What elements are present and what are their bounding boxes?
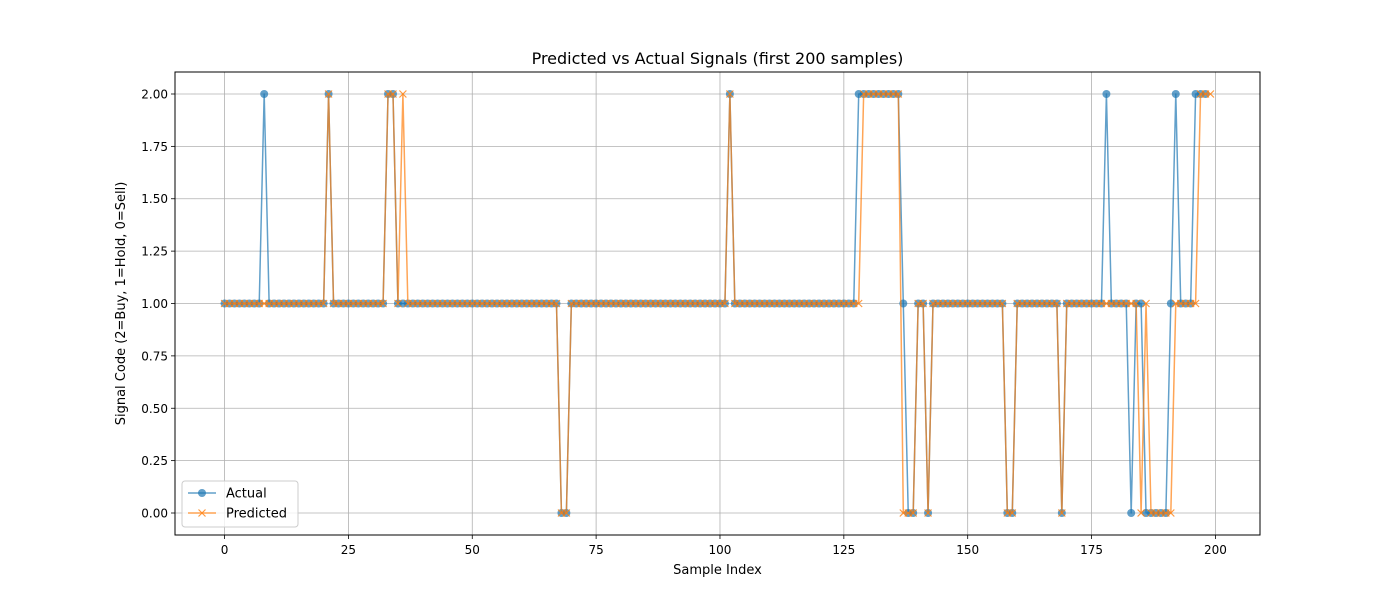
- data-point-predicted: [725, 90, 734, 98]
- x-tick-label: 100: [709, 543, 732, 557]
- series-layer: [220, 89, 1215, 518]
- data-point-predicted: [1008, 509, 1017, 517]
- legend-entry-predicted: Predicted: [188, 507, 287, 522]
- y-tick-label: 0.25: [141, 454, 168, 468]
- data-point-predicted: [1057, 509, 1066, 517]
- data-point-predicted: [909, 509, 918, 517]
- y-tick-label: 1.50: [141, 192, 168, 206]
- axis-ticks: 0 25 50 75 100 125 150 175 200 0.00 0.25 0.50 0.75 1.…: [141, 87, 1227, 557]
- data-point-predicted: [854, 299, 863, 308]
- data-point-predicted: [1191, 299, 1200, 308]
- data-point-predicted: [324, 90, 333, 98]
- legend-predicted-marker: [198, 509, 206, 517]
- data-point-actual: [1127, 509, 1136, 518]
- data-point-predicted: [924, 509, 932, 517]
- data-point-actual: [1102, 89, 1111, 98]
- data-point-predicted: [562, 509, 571, 517]
- data-point-predicted: [721, 299, 729, 308]
- data-point-actual: [1137, 299, 1146, 308]
- x-tick-label: 50: [465, 543, 480, 557]
- x-tick-label: 150: [956, 543, 979, 557]
- data-point-actual: [260, 89, 269, 98]
- x-axis-label: Sample Index: [673, 563, 762, 578]
- data-point-predicted: [998, 299, 1007, 308]
- x-tick-label: 200: [1204, 543, 1227, 557]
- y-tick-label: 1.75: [141, 140, 168, 154]
- legend-predicted-label: Predicted: [226, 507, 287, 522]
- data-point-predicted: [894, 90, 903, 98]
- y-tick-label: 1.25: [141, 245, 168, 259]
- y-tick-label: 2.00: [141, 87, 168, 101]
- y-tick-label: 0.50: [141, 402, 168, 416]
- legend-entry-actual: Actual: [188, 487, 267, 502]
- data-point-predicted: [1052, 299, 1061, 308]
- data-point-predicted: [379, 299, 388, 308]
- data-point-predicted: [1137, 509, 1146, 517]
- data-point-actual: [1171, 89, 1180, 98]
- y-axis-label: Signal Code (2=Buy, 1=Hold, 0=Sell): [114, 182, 129, 426]
- chart-title: Predicted vs Actual Signals (first 200 s…: [532, 49, 904, 68]
- data-point-predicted: [394, 299, 402, 308]
- y-tick-label: 0.00: [141, 507, 168, 521]
- legend-actual-marker: [198, 489, 206, 497]
- data-point-predicted: [1142, 299, 1150, 308]
- x-tick-label: 125: [832, 543, 855, 557]
- data-point-actual: [1166, 299, 1175, 308]
- data-point-predicted: [919, 299, 928, 308]
- legend: Actual Predicted: [181, 480, 299, 528]
- x-tick-label: 175: [1080, 543, 1103, 557]
- x-tick-label: 25: [341, 543, 356, 557]
- y-tick-label: 1.00: [141, 297, 168, 311]
- data-point-predicted: [1132, 299, 1141, 308]
- data-point-predicted: [398, 90, 407, 98]
- series-predicted: [220, 90, 1215, 517]
- x-tick-label: 75: [588, 543, 603, 557]
- legend-actual-label: Actual: [226, 487, 267, 502]
- data-point-predicted: [1166, 509, 1175, 517]
- data-point-predicted: [1206, 90, 1215, 98]
- data-point-predicted: [552, 299, 561, 308]
- x-tick-label: 0: [221, 543, 229, 557]
- data-point-predicted: [319, 299, 328, 308]
- y-tick-label: 0.75: [141, 349, 168, 363]
- data-point-predicted: [389, 90, 397, 98]
